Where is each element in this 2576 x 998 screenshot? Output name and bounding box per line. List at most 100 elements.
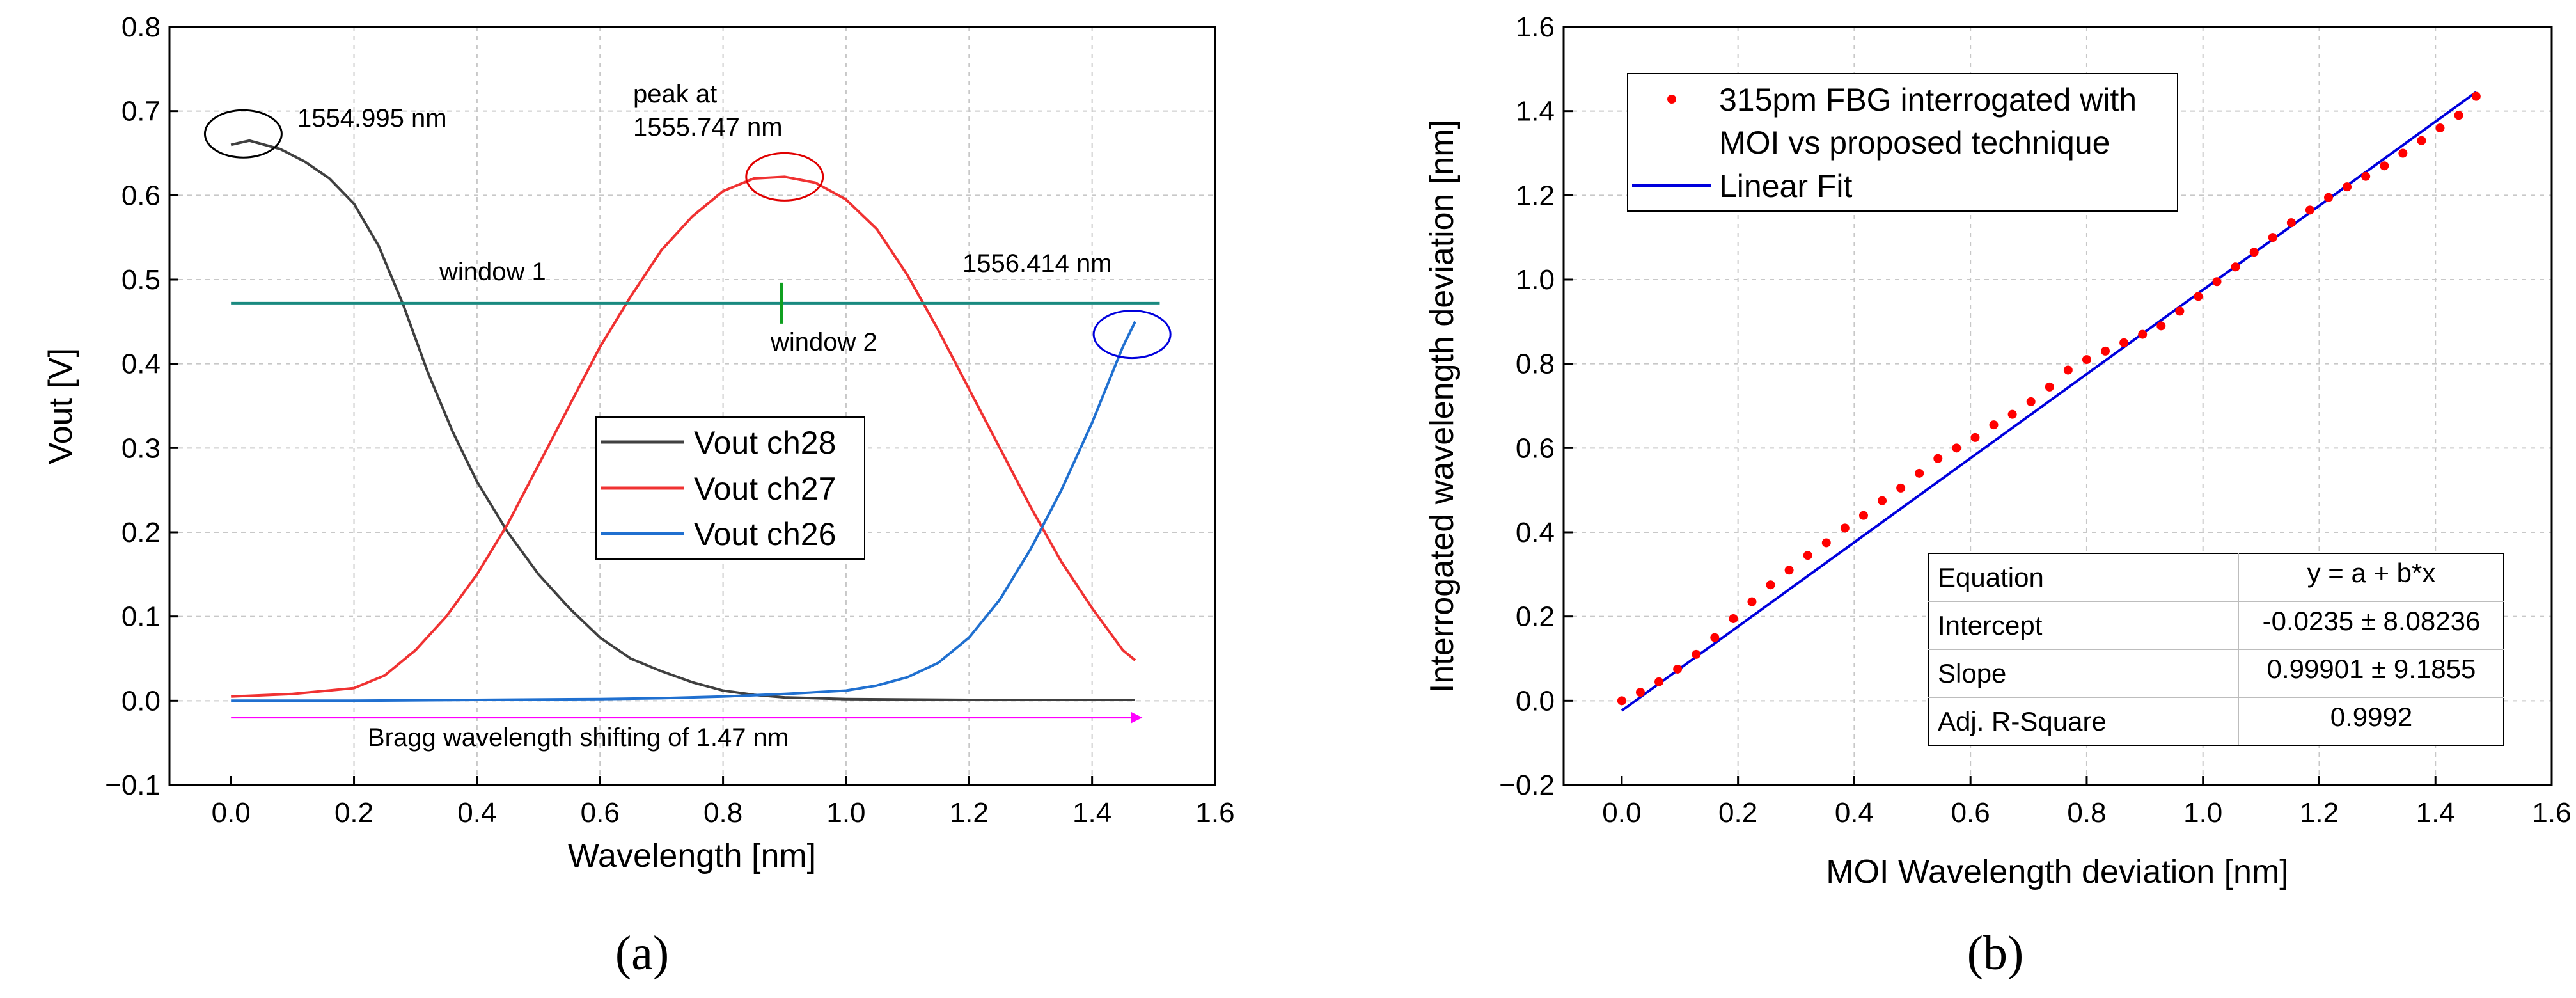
fit-table-label-intercept: Intercept — [1938, 610, 2043, 640]
caption-a: (a) — [615, 926, 669, 980]
chart-a-xtick-label: 0.2 — [334, 797, 373, 828]
scatter-point — [2026, 397, 2036, 406]
chart-b: 0.0 0.2 0.4 0.6 0.8 1.0 1.2 1.4 1.6 −0.2 0.0 0.2 0.4… — [1424, 12, 2572, 891]
legend-label-linear-fit: Linear Fit — [1719, 168, 1853, 204]
scatter-point — [1617, 696, 1626, 706]
chart-b-legend-box — [1627, 73, 2178, 212]
chart-a-xtick-label: 0.6 — [581, 797, 620, 828]
scatter-point — [2268, 233, 2277, 242]
scatter-point — [2471, 91, 2481, 101]
chart-a-ytick-label: −0.1 — [105, 770, 161, 801]
legend-label-ch27: Vout ch27 — [694, 471, 836, 507]
chart-a-xtick-label: 0.8 — [703, 797, 742, 828]
fit-table-value-slope: 0.99901 ± 9.1855 — [2267, 654, 2476, 684]
scatter-point — [2082, 355, 2091, 365]
fit-table-label-r-square: Adj. R-Square — [1938, 706, 2107, 736]
scatter-point — [1784, 566, 1794, 575]
chart-b-xtick-label: 0.0 — [1602, 797, 1641, 828]
chart-a-ytick-label: 0.0 — [122, 685, 161, 717]
annotation-peak-ch27-line2: 1555.747 nm — [633, 113, 783, 141]
chart-b-ytick-label: 1.4 — [1516, 96, 1555, 127]
highlight-circle-ch26-end — [1092, 310, 1172, 360]
scatter-point — [2398, 148, 2408, 158]
scatter-point — [2454, 111, 2463, 120]
chart-a-ticks: 0.0 0.2 0.4 0.6 0.8 1.0 1.2 1.4 1.6 −0.1 0.0 0.1 0.2… — [105, 12, 1234, 828]
chart-b-xtick-label: 0.6 — [1951, 797, 1990, 828]
chart-b-xtick-label: 1.2 — [2300, 797, 2339, 828]
legend-label-points-line1: 315pm FBG interrogated with — [1719, 82, 2137, 118]
chart-a-ytick-label: 0.5 — [122, 264, 161, 296]
scatter-point — [2361, 171, 2371, 181]
chart-b-legend: 315pm FBG interrogated with MOI vs propo… — [1627, 73, 2178, 212]
chart-b-ytick-label: 0.8 — [1516, 349, 1555, 380]
scatter-point — [1970, 432, 1980, 442]
chart-a: 0.0 0.2 0.4 0.6 0.8 1.0 1.2 1.4 1.6 −0.1 0.0 0.1 0.2… — [42, 12, 1235, 875]
scatter-point — [1692, 649, 1701, 659]
scatter-point — [2045, 382, 2054, 392]
scatter-point — [2101, 346, 2110, 356]
scatter-point — [1821, 538, 1831, 548]
scatter-point — [2063, 365, 2073, 375]
scatter-point — [1654, 677, 1664, 686]
scatter-point — [1710, 633, 1720, 642]
series-ch26 — [231, 321, 1136, 702]
scatter-point — [1896, 483, 1906, 493]
chart-a-frame — [168, 26, 1216, 786]
scatter-point — [2194, 292, 2203, 301]
scatter-point — [1858, 511, 1868, 520]
chart-a-xtick-label: 0.0 — [212, 797, 251, 828]
scatter-point — [2417, 136, 2426, 145]
fit-table-value-r-square: 0.9992 — [2330, 702, 2412, 732]
scatter-point — [2212, 277, 2222, 287]
legend-swatch-points — [1667, 95, 1676, 104]
scatter-point — [2324, 193, 2334, 202]
chart-a-ytick-label: 0.6 — [122, 180, 161, 211]
chart-b-ytick-label: 0.6 — [1516, 432, 1555, 464]
chart-b-xtick-label: 0.2 — [1718, 797, 1757, 828]
chart-b-xtick-label: 1.6 — [2532, 797, 2571, 828]
chart-b-ticks: 0.0 0.2 0.4 0.6 0.8 1.0 1.2 1.4 1.6 −0.2 0.0 0.2 0.4… — [1499, 12, 2571, 828]
chart-b-xtick-label: 0.8 — [2067, 797, 2106, 828]
scatter-point — [1803, 551, 1812, 560]
annotation-window-1: window 1 — [439, 258, 546, 286]
scatter-point — [2007, 409, 2017, 419]
chart-b-ytick-label: 1.6 — [1516, 12, 1555, 43]
chart-b-xtick-label: 1.0 — [2183, 797, 2222, 828]
chart-b-series-group — [1617, 91, 2481, 712]
linear-fit-line — [1621, 91, 2478, 712]
scatter-point — [2435, 123, 2445, 132]
scatter-point — [1952, 443, 1961, 453]
chart-b-xlabel: MOI Wavelength deviation [nm] — [1826, 853, 2289, 891]
chart-a-xtick-label: 1.6 — [1195, 797, 1234, 828]
legend-label-points-line2: MOI vs proposed technique — [1719, 125, 2110, 161]
scatter-point — [1915, 468, 1924, 478]
scatter-point — [2119, 338, 2129, 347]
chart-a-xtick-label: 0.4 — [457, 797, 496, 828]
chart-b-ytick-label: 1.2 — [1516, 180, 1555, 211]
scatter-point — [1729, 614, 1738, 623]
chart-a-ytick-label: 0.8 — [122, 12, 161, 43]
annotation-peak-ch27-line1: peak at — [633, 80, 717, 108]
chart-a-xtick-label: 1.2 — [950, 797, 989, 828]
chart-a-ytick-label: 0.3 — [122, 432, 161, 464]
chart-b-ytick-label: 0.0 — [1516, 685, 1555, 717]
chart-b-ytick-label: 1.0 — [1516, 264, 1555, 296]
series-ch27 — [231, 175, 1136, 698]
scatter-point — [2343, 182, 2352, 192]
chart-a-ytick-label: 0.2 — [122, 517, 161, 548]
chart-a-xlabel: Wavelength [nm] — [568, 837, 816, 875]
annotation-peak-ch28: 1554.995 nm — [297, 104, 447, 132]
chart-b-ytick-label: 0.2 — [1516, 601, 1555, 633]
scatter-point — [2286, 218, 2296, 228]
fit-table-value-intercept: -0.0235 ± 8.08236 — [2263, 606, 2481, 636]
fit-table-value-equation: y = a + b*x — [2307, 558, 2436, 588]
fit-table-label-equation: Equation — [1938, 562, 2044, 592]
scatter-point — [1933, 454, 1943, 463]
scatter-point — [1747, 597, 1757, 606]
scatter-point — [2175, 306, 2185, 316]
scatter-point — [1989, 420, 1999, 430]
legend-label-ch26: Vout ch26 — [694, 516, 836, 552]
scatter-point — [2138, 329, 2148, 339]
chart-a-ytick-label: 0.1 — [122, 601, 161, 633]
scatter-point — [2305, 205, 2314, 215]
